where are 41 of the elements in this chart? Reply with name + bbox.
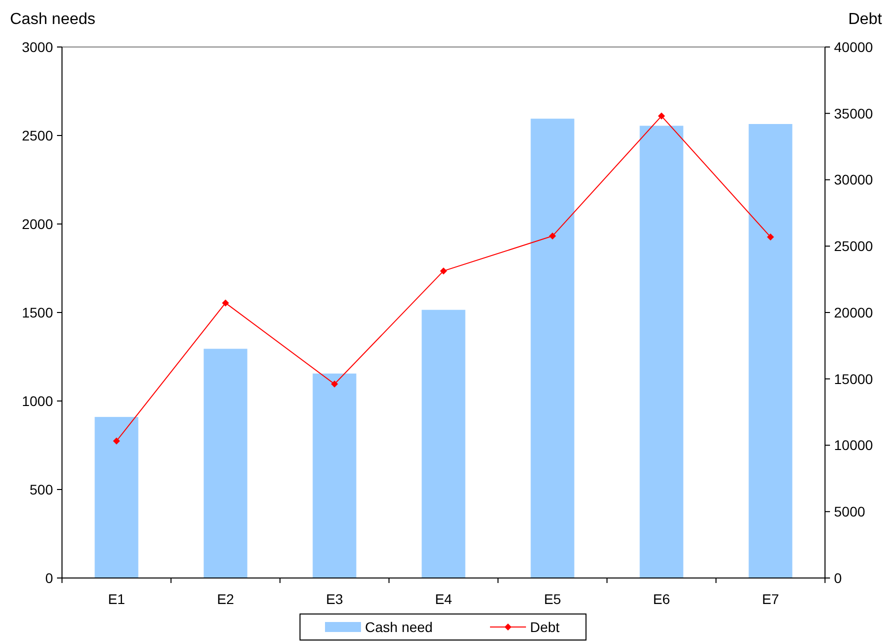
y2-tick-label: 15000 — [834, 370, 874, 387]
point — [767, 233, 774, 240]
legend-label: Cash need — [365, 618, 433, 635]
y2-tick-label: 10000 — [834, 437, 874, 454]
x-tick-label: E1 — [108, 591, 126, 607]
y2-tick-label: 40000 — [834, 38, 874, 55]
point — [222, 299, 229, 306]
bar — [530, 118, 574, 578]
bar — [422, 310, 466, 578]
y-tick-label: 1000 — [22, 392, 54, 409]
bar — [204, 348, 248, 578]
x-tick-label: E2 — [216, 591, 234, 607]
point — [331, 380, 338, 388]
y-tick-label: 500 — [30, 481, 54, 498]
x-tick-label: E3 — [326, 591, 344, 607]
bar — [748, 124, 792, 578]
y2-tick-label: 35000 — [834, 105, 874, 122]
x-tick-label: E7 — [762, 591, 780, 607]
y-tick-label: 0 — [45, 570, 54, 586]
y2-tick-label: 30000 — [834, 172, 874, 188]
y-tick-label: 3000 — [22, 38, 54, 55]
y2-tick-label: 20000 — [834, 304, 874, 320]
y2-tick-label: 5000 — [834, 504, 866, 520]
legend-label: Debt — [530, 618, 560, 635]
y-tick-label: 1500 — [22, 304, 54, 320]
bar — [312, 374, 356, 578]
point — [113, 438, 120, 444]
y-tick-label: 2000 — [22, 216, 54, 232]
point — [440, 267, 447, 274]
y2-axis-title: Debt — [848, 11, 883, 28]
bar — [94, 416, 138, 578]
y-axis-title: Cash needs — [10, 11, 96, 28]
y2-tick-label: 25000 — [834, 238, 874, 254]
x-tick-label: E4 — [434, 591, 452, 607]
y2-tick-label: 0 — [834, 570, 842, 586]
bar — [640, 126, 684, 578]
point — [549, 232, 556, 240]
y-tick-label: 2500 — [22, 127, 54, 144]
point — [658, 112, 665, 120]
x-tick-label: E5 — [544, 591, 562, 607]
x-tick-label: E6 — [652, 591, 670, 607]
